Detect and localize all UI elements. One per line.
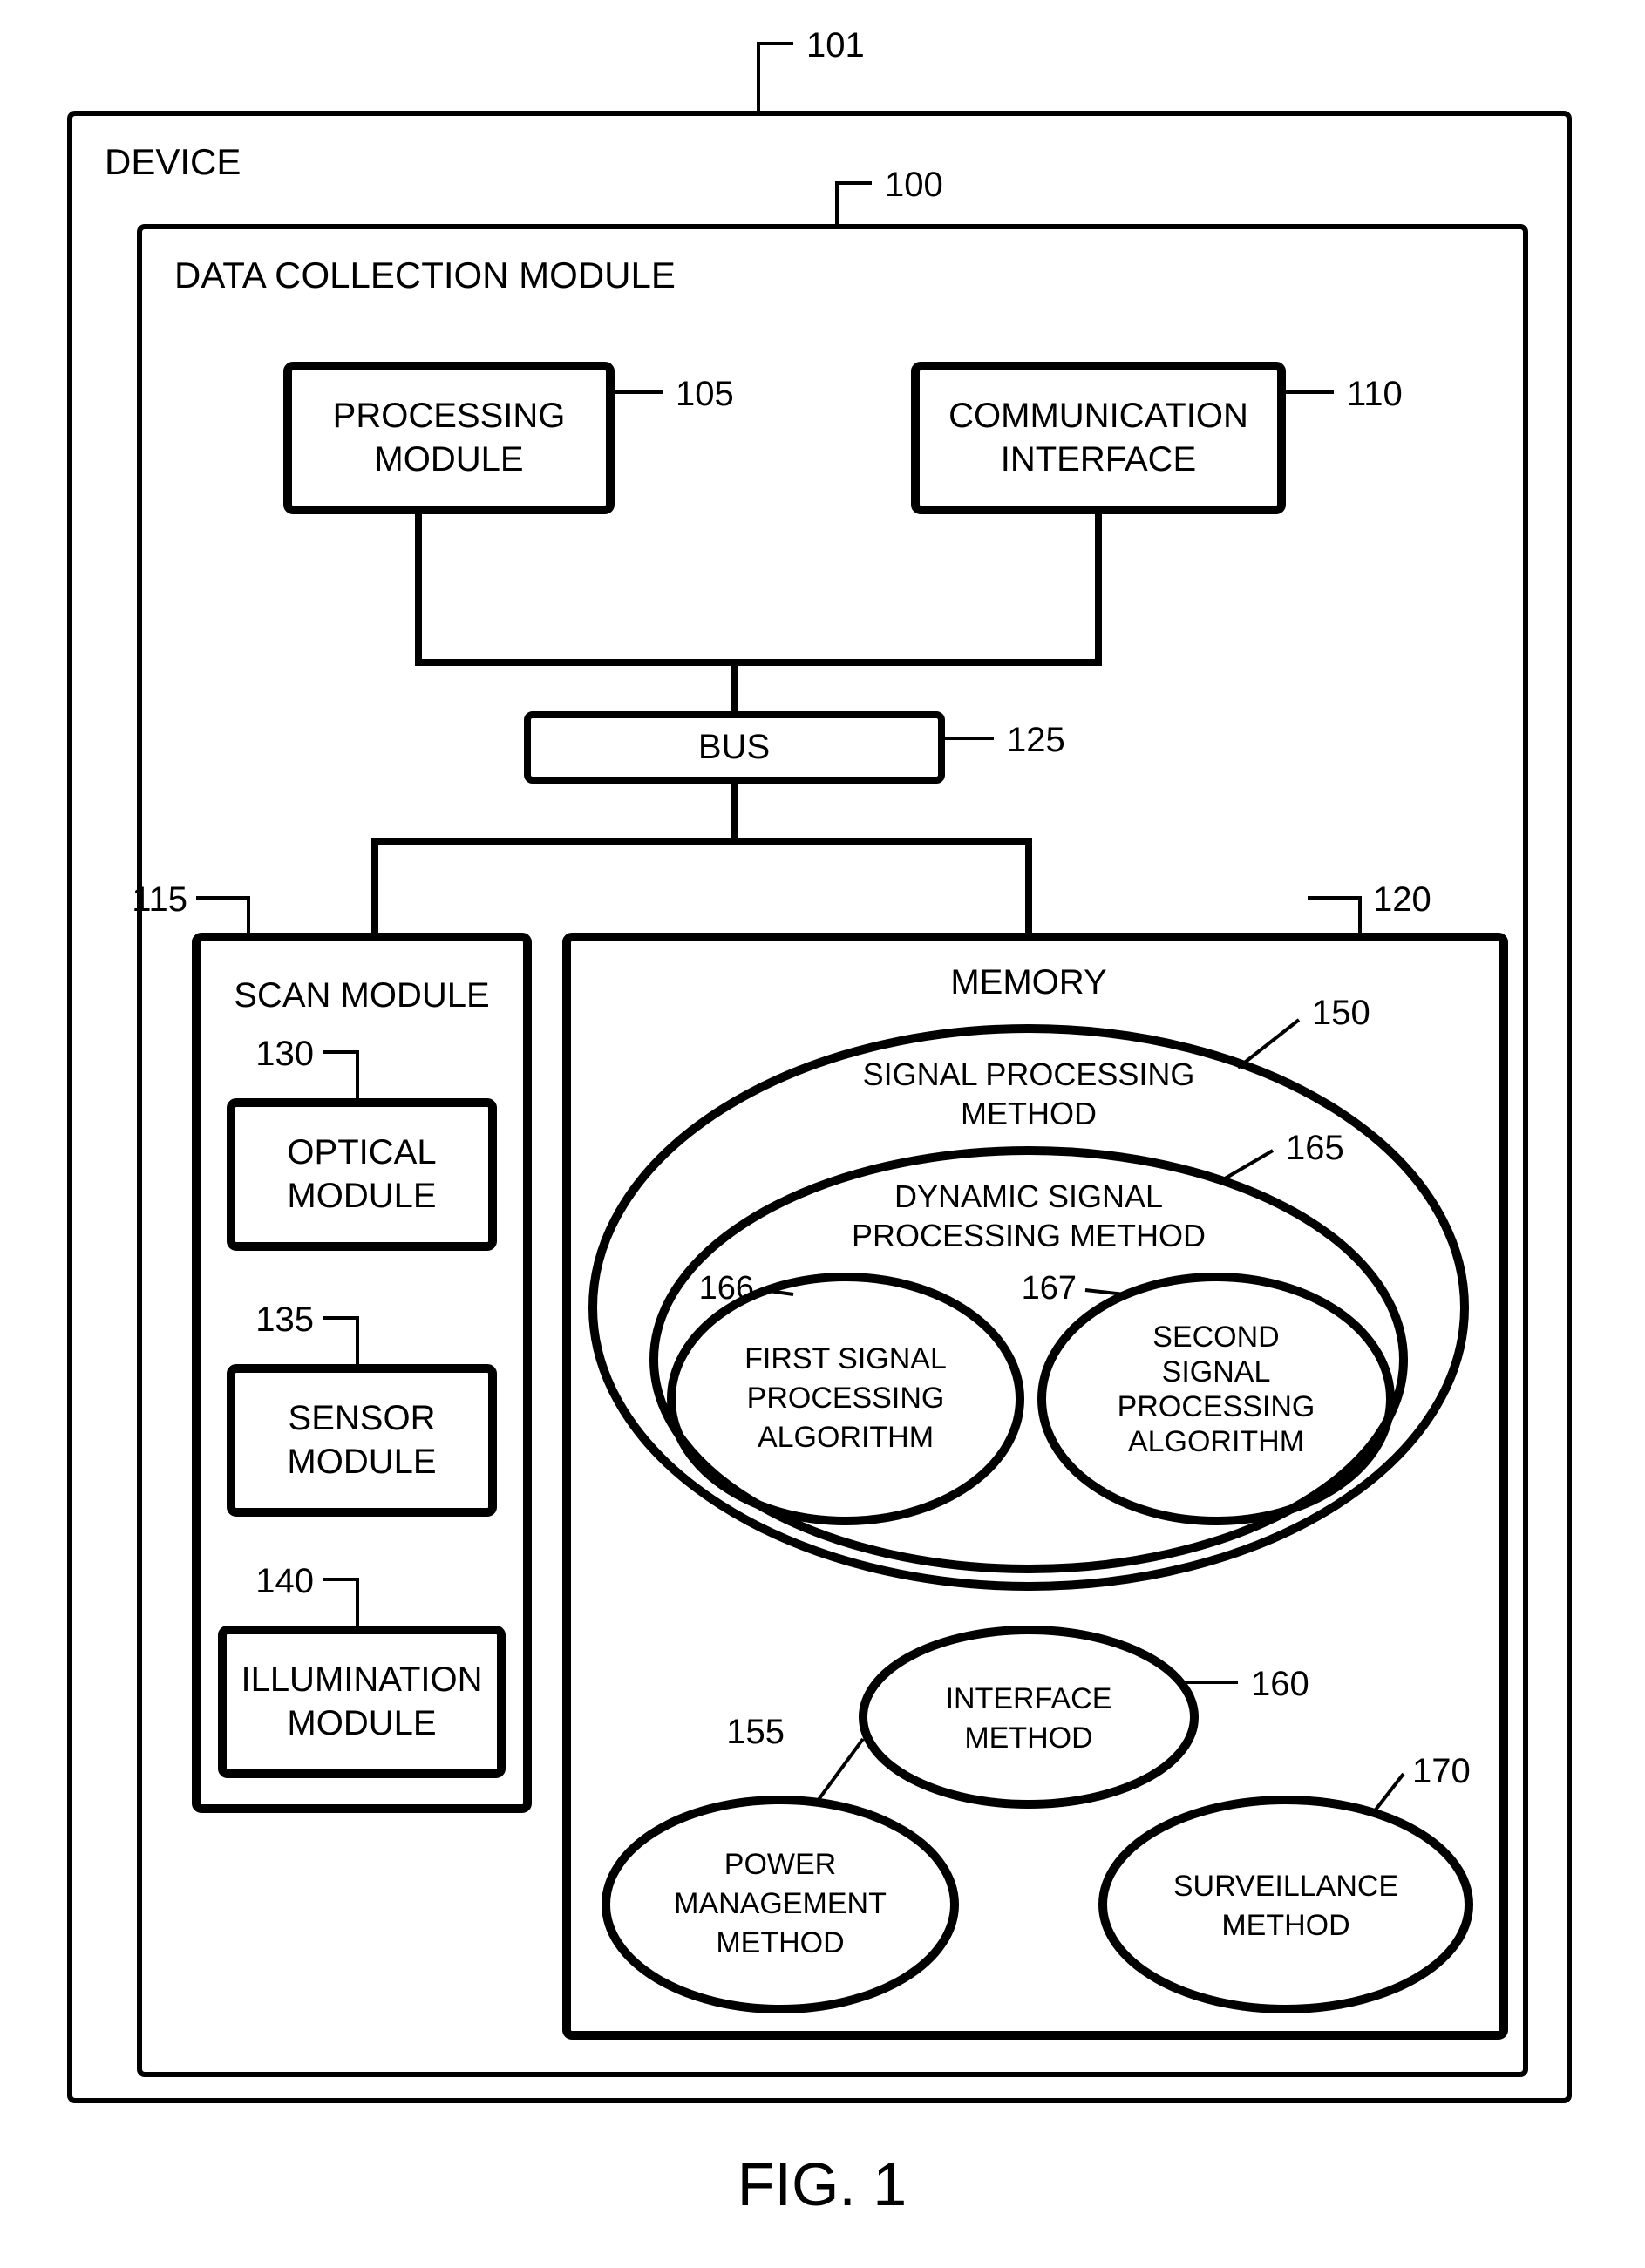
- ref-140: 140: [255, 1562, 314, 1600]
- ref-167: 167: [1022, 1270, 1077, 1307]
- comm-l2: INTERFACE: [1001, 440, 1196, 479]
- sensor-box: [231, 1368, 493, 1512]
- power-l1: POWER: [724, 1848, 836, 1881]
- figure-caption: FIG. 1: [738, 2150, 907, 2218]
- ref-125: 125: [1007, 721, 1065, 759]
- sensor-l1: SENSOR: [289, 1399, 436, 1437]
- processing-l2: MODULE: [374, 440, 523, 479]
- second-alg-l2: SIGNAL: [1162, 1355, 1271, 1389]
- second-alg-l3: PROCESSING: [1118, 1390, 1315, 1423]
- surv-l1: SURVEILLANCE: [1173, 1870, 1398, 1903]
- ref-101: 101: [806, 26, 865, 65]
- iface-l1: INTERFACE: [946, 1682, 1112, 1715]
- memory-label: MEMORY: [950, 963, 1106, 1002]
- ref-130: 130: [255, 1035, 314, 1073]
- scan-label: SCAN MODULE: [234, 976, 489, 1015]
- optical-l2: MODULE: [287, 1177, 436, 1215]
- optical-l1: OPTICAL: [287, 1133, 436, 1171]
- diagram-svg: DEVICE 101 DATA COLLECTION MODULE 100 PR…: [0, 0, 1645, 2268]
- illum-l1: ILLUMINATION: [241, 1660, 482, 1699]
- ref-160: 160: [1251, 1665, 1309, 1703]
- bus-label: BUS: [698, 728, 770, 766]
- dynsig-l2: PROCESSING METHOD: [852, 1218, 1206, 1253]
- ref-120: 120: [1373, 880, 1431, 919]
- ref-115: 115: [132, 880, 187, 919]
- leader-101: [758, 44, 793, 113]
- ref-165: 165: [1286, 1129, 1344, 1167]
- comm-box: [915, 366, 1281, 510]
- optical-box: [231, 1103, 493, 1246]
- surv-l2: METHOD: [1221, 1909, 1349, 1942]
- dynsig-l1: DYNAMIC SIGNAL: [894, 1178, 1163, 1214]
- first-alg-l2: PROCESSING: [747, 1382, 945, 1415]
- sensor-l2: MODULE: [287, 1443, 436, 1481]
- sigproc-l2: METHOD: [961, 1096, 1097, 1131]
- power-l3: METHOD: [716, 1926, 844, 1959]
- comm-l1: COMMUNICATION: [948, 397, 1248, 435]
- second-alg-l1: SECOND: [1152, 1321, 1279, 1354]
- first-alg-l3: ALGORITHM: [758, 1421, 934, 1454]
- ref-155: 155: [726, 1713, 785, 1751]
- ref-135: 135: [255, 1300, 314, 1339]
- second-alg-l4: ALGORITHM: [1128, 1425, 1304, 1458]
- device-label: DEVICE: [105, 141, 241, 182]
- dcm-label: DATA COLLECTION MODULE: [174, 255, 676, 295]
- iface-l2: METHOD: [964, 1721, 1092, 1755]
- sigproc-l1: SIGNAL PROCESSING: [863, 1056, 1195, 1092]
- ref-170: 170: [1412, 1752, 1471, 1790]
- processing-l1: PROCESSING: [333, 397, 566, 435]
- processing-box: [288, 366, 610, 510]
- first-alg-l1: FIRST SIGNAL: [744, 1342, 947, 1375]
- ref-105: 105: [676, 375, 734, 413]
- ref-166: 166: [699, 1270, 754, 1307]
- ref-110: 110: [1347, 375, 1403, 413]
- illum-box: [222, 1630, 501, 1774]
- illum-l2: MODULE: [287, 1704, 436, 1742]
- ref-100: 100: [885, 166, 943, 204]
- power-l2: MANAGEMENT: [674, 1887, 887, 1920]
- ref-150: 150: [1312, 994, 1370, 1032]
